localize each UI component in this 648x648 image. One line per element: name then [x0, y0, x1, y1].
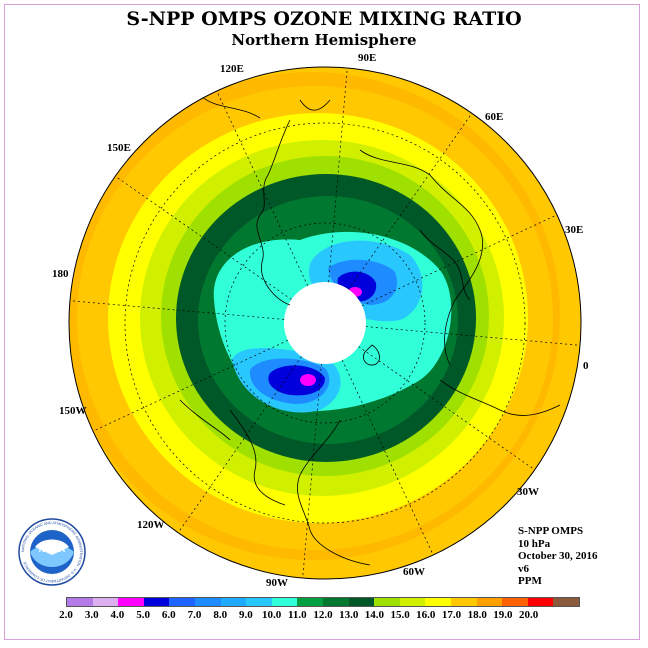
colorbar-segment [271, 598, 298, 606]
lon-label-120w: 120W [137, 519, 165, 531]
colorbar-tick-label: 14.0 [364, 609, 385, 621]
map-subtitle: Northern Hemisphere [231, 31, 417, 49]
meridian-line [92, 340, 288, 432]
colorbar-segment [399, 598, 426, 606]
meridian-line [358, 346, 535, 471]
colorbar-segment [553, 598, 579, 606]
colorbar-tick-label: 15.0 [390, 609, 410, 621]
colorbar-segment [194, 598, 221, 606]
noaa-logo: NOAA NATIONAL OCEANIC AND ATMOSPHERIC AD… [18, 518, 86, 586]
info-pressure: 10 hPa [518, 537, 551, 550]
band-5-6-lobe-west [268, 365, 325, 396]
meridian-line [115, 175, 292, 300]
colorbar-segment [92, 598, 119, 606]
lon-label-30e: 30E [565, 224, 584, 236]
colorbar-tick-label: 8.0 [213, 609, 228, 621]
colorbar-segment [527, 598, 554, 606]
colorbar-segment [118, 598, 144, 606]
colorbar-tick-label: 20.0 [518, 609, 539, 621]
colorbar-tick-label: 3.0 [84, 609, 99, 621]
colorbar-segment [425, 598, 451, 606]
colorbar-segment [476, 598, 503, 606]
figure-frame [4, 4, 640, 640]
colorbar-tick-label: 11.0 [287, 609, 307, 621]
coastlines [179, 94, 561, 566]
meridian-line [69, 300, 285, 320]
colorbar-tick-label: 16.0 [416, 609, 436, 621]
colorbar-tick-label: 2.0 [59, 609, 73, 621]
noaa-logo-text: NOAA [39, 544, 66, 554]
band-4-5-lobe-west [300, 374, 316, 386]
lon-label-30w: 30W [517, 486, 539, 498]
colorbar-segment [67, 598, 93, 606]
colorbar-segment [348, 598, 375, 606]
lon-label-150w: 150W [59, 405, 87, 417]
colorbar-tick-label: 12.0 [313, 609, 333, 621]
map-boundary [68, 66, 582, 580]
meridian-line [177, 356, 302, 533]
colorbar-segment [143, 598, 170, 606]
colorbar-segment [297, 598, 323, 606]
colorbar-tick-label: 13.0 [339, 609, 359, 621]
colorbar-segment [450, 598, 477, 606]
meridian-line [348, 113, 473, 290]
colorbar-segment [169, 598, 195, 606]
meridian-line [302, 363, 322, 579]
lon-label-150e: 150E [107, 142, 131, 154]
lon-label-180: 180 [52, 268, 69, 280]
colorbar-tick-label: 19.0 [493, 609, 513, 621]
polar-night-mask [284, 282, 366, 364]
colorbar-tick-label: 17.0 [441, 609, 462, 621]
lon-label-90e: 90E [358, 52, 377, 64]
lon-label-120e: 120E [220, 63, 244, 75]
meridian-line [365, 326, 581, 346]
lon-label-60e: 60E [485, 111, 504, 123]
colorbar-tick-label: 7.0 [187, 609, 202, 621]
colorbar-tick-label: 4.0 [110, 609, 125, 621]
colorbar-segment [246, 598, 272, 606]
map-title: S-NPP OMPS OZONE MIXING RATIO [126, 8, 522, 30]
meridian-line [328, 67, 348, 283]
lon-label-0: 0 [583, 360, 589, 372]
info-block: S-NPP OMPS 10 hPa October 30, 2016 v6 PP… [518, 525, 598, 588]
graticule [69, 67, 581, 579]
lon-label-60w: 60W [403, 566, 425, 578]
colorbar-tick-label: 5.0 [136, 609, 150, 621]
colorbar [66, 597, 580, 607]
colorbar-tick-label: 9.0 [239, 609, 253, 621]
colorbar-segment [374, 598, 400, 606]
meridian-line [342, 360, 434, 556]
meridian-line [362, 214, 558, 306]
colorbar-tick-label: 18.0 [467, 609, 487, 621]
meridian-line [216, 90, 308, 286]
colorbar-segment [322, 598, 349, 606]
lon-label-90w: 90W [266, 577, 288, 589]
info-version: v6 [518, 562, 529, 575]
colorbar-tick-label: 6.0 [161, 609, 176, 621]
info-units: PPM [518, 575, 542, 587]
colorbar-segment [502, 598, 528, 606]
info-instrument: S-NPP OMPS [518, 525, 584, 537]
colorbar-segment [220, 598, 247, 606]
colorbar-ticks: 2.0 3.0 4.0 5.0 6.0 7.0 8.0 9.0 10.0 11.0 12.0 13.0… [0, 609, 648, 623]
info-date: October 30, 2016 [518, 550, 598, 562]
colorbar-tick-label: 10.0 [261, 609, 282, 621]
